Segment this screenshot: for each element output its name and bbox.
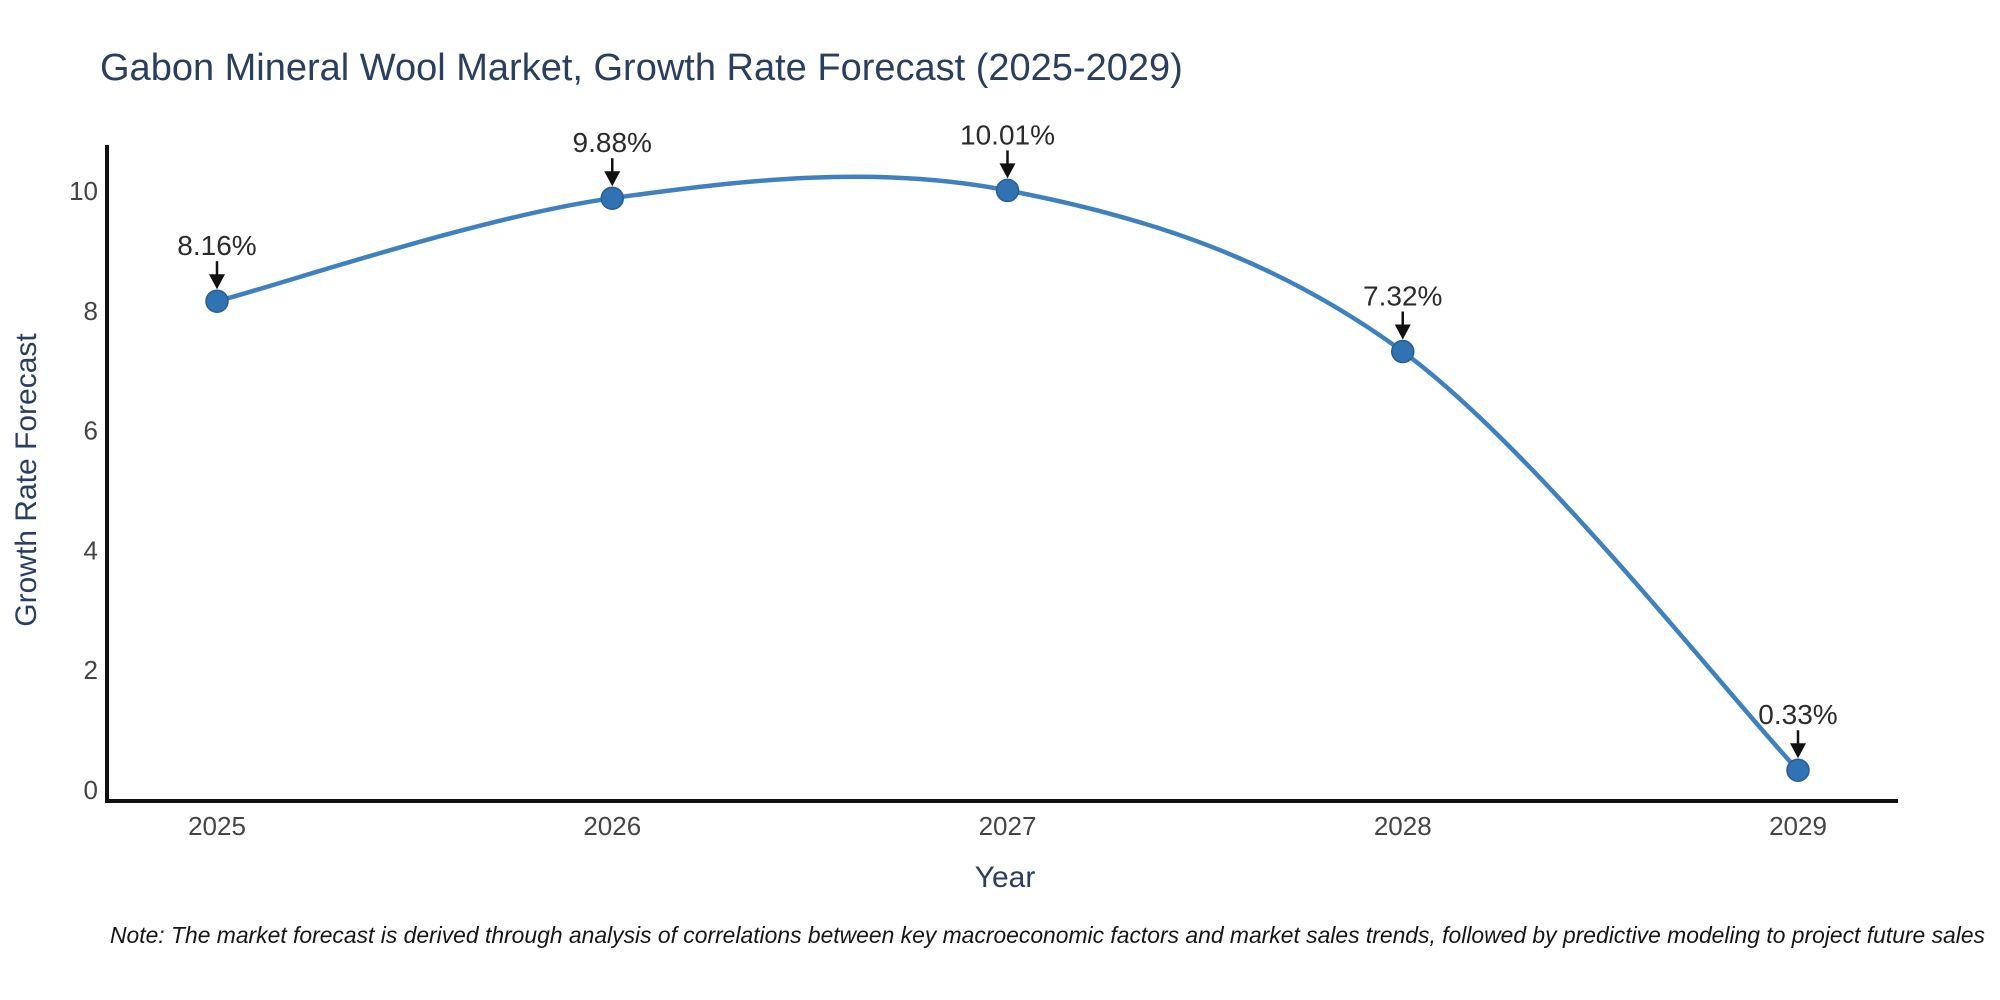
data-point-marker[interactable] [600, 186, 624, 210]
y-tick-label: 8 [84, 296, 98, 326]
y-tick-label: 2 [84, 655, 98, 685]
annotation-arrowhead-icon [1790, 743, 1806, 759]
chart-title: Gabon Mineral Wool Market, Growth Rate F… [100, 47, 1183, 89]
x-tick-label: 2027 [979, 811, 1037, 841]
data-point-label: 7.32% [1363, 281, 1442, 312]
y-tick-label: 4 [84, 535, 98, 565]
annotation-arrowhead-icon [1394, 324, 1411, 340]
y-tick-label: 10 [69, 176, 98, 206]
x-tick-label: 2028 [1374, 811, 1432, 841]
x-tick-label: 2029 [1769, 811, 1827, 841]
y-axis-title: Growth Rate Forecast [10, 333, 43, 627]
data-point-label: 8.16% [177, 230, 256, 261]
x-axis-title: Year [975, 861, 1036, 894]
data-point-marker[interactable] [995, 178, 1020, 203]
x-tick-label: 2026 [583, 811, 641, 841]
series-line [214, 174, 1801, 773]
annotation-arrowhead-icon [604, 171, 621, 187]
data-point-label: 9.88% [573, 127, 652, 158]
y-tick-label: 6 [84, 416, 98, 446]
data-point-marker[interactable] [205, 289, 229, 313]
footnote: Note: The market forecast is derived thr… [110, 922, 1985, 948]
y-tick-label: 0 [84, 775, 98, 805]
x-tick-label: 2025 [188, 811, 246, 841]
series-markers [205, 178, 1810, 782]
y-tick-labels: 0 2 4 6 8 10 [69, 176, 98, 805]
data-point-annotations: 8.16% 9.88% 10.01% 7.32% 0.33% [177, 119, 1838, 759]
data-point-label: 0.33% [1758, 699, 1837, 730]
data-point-marker[interactable] [1786, 758, 1810, 782]
annotation-arrowhead-icon [209, 274, 225, 290]
data-point-label: 10.01% [960, 119, 1055, 150]
annotation-arrowhead-icon [999, 163, 1016, 179]
data-point-marker[interactable] [1391, 339, 1415, 364]
x-tick-labels: 2025 2026 2027 2028 2029 [188, 811, 1827, 841]
